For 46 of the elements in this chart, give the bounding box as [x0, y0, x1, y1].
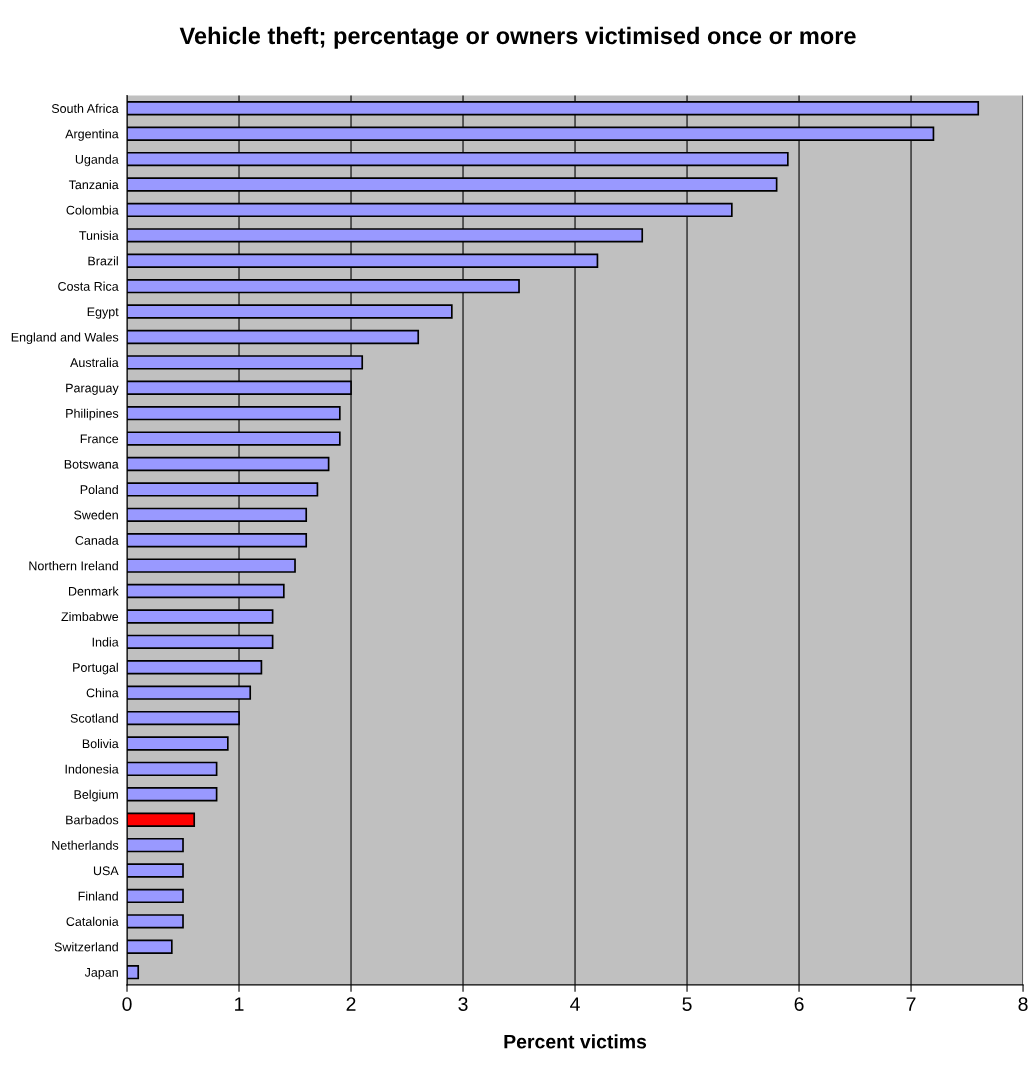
y-tick-label: USA [93, 866, 119, 876]
chart-title: Vehicle theft; percentage or owners victimised once or more [179, 26, 856, 49]
y-tick-label: Scotland [70, 713, 118, 723]
x-tick-label: 1 [235, 997, 244, 1011]
x-tick-label: 6 [794, 997, 804, 1011]
y-tick-label: Finland [78, 891, 118, 901]
x-tick-label: 7 [906, 997, 916, 1011]
y-tick-label: India [92, 637, 119, 647]
y-tick-label: Netherlands [52, 840, 119, 850]
y-tick-label: Colombia [66, 205, 119, 215]
y-tick-label: Uganda [75, 154, 119, 167]
y-tick-label: France [80, 434, 119, 444]
y-tick-label: Costa Rica [58, 281, 119, 291]
x-tick-label: 0 [122, 997, 132, 1011]
y-tick-label: England and Wales [11, 332, 119, 345]
y-tick-label: China [86, 688, 119, 698]
y-tick-label: Switzerland [54, 942, 118, 952]
y-tick-label: Belgium [74, 789, 118, 802]
y-tick-label: Tunisia [79, 230, 119, 240]
x-tick-label: 5 [682, 997, 692, 1011]
y-tick-label: Australia [70, 357, 119, 368]
x-axis-title: Percent victims [504, 1034, 647, 1049]
y-tick-label: Poland [80, 484, 118, 495]
y-tick-label: Indonesia [65, 764, 119, 774]
y-tick-label: Paraguay [66, 383, 119, 395]
x-tick-label: 3 [458, 997, 468, 1011]
y-tick-label: Bolivia [82, 738, 119, 749]
y-tick-label: Barbados [66, 815, 119, 825]
y-tick-label: Denmark [69, 586, 119, 596]
y-tick-label: Zimbabwe [61, 611, 119, 622]
y-tick-label: Japan [84, 968, 118, 980]
x-tick-label: 4 [570, 997, 580, 1011]
x-tick-label: 2 [346, 997, 356, 1011]
y-tick-label: Brazil [88, 256, 118, 266]
x-tick-label: 8 [1018, 997, 1028, 1011]
y-tick-label: Botswana [64, 459, 119, 469]
y-tick-label: Egypt [87, 307, 119, 319]
y-tick-label: Portugal [73, 662, 118, 675]
y-tick-label: Canada [75, 535, 119, 545]
y-tick-label: Philipines [66, 408, 119, 421]
y-tick-label: South Africa [51, 103, 119, 113]
y-tick-label: Sweden [74, 510, 118, 520]
y-tick-label: Northern Ireland [29, 561, 118, 571]
y-tick-label: Catalonia [66, 916, 119, 926]
y-tick-label: Argentina [65, 129, 119, 141]
y-tick-label: Tanzania [68, 179, 119, 190]
